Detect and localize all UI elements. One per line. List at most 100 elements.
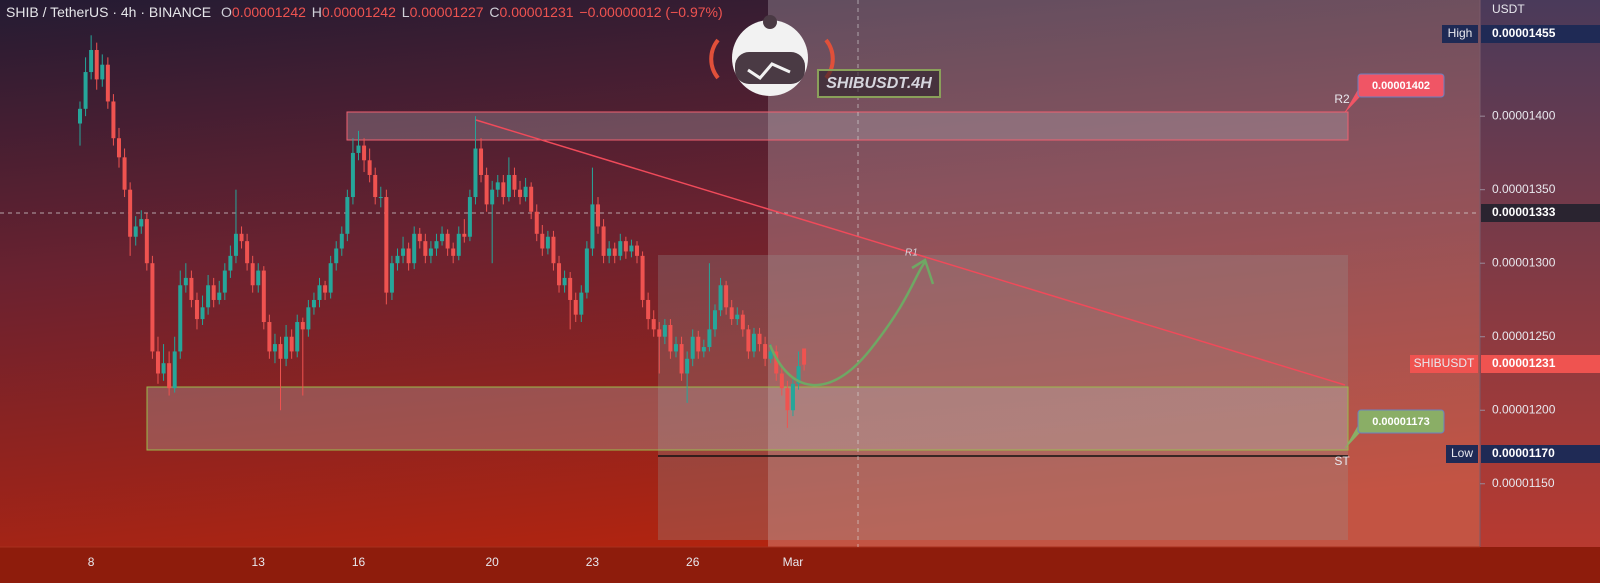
candle-body: [428, 248, 433, 256]
x-tick-label: 13: [252, 555, 266, 569]
change: −0.00000012 (−0.97%): [579, 4, 722, 20]
candle-body: [774, 351, 779, 374]
st-value: 0.00001173: [1372, 416, 1430, 428]
candle-body: [790, 383, 795, 411]
candle-body: [718, 285, 723, 311]
candle-body: [590, 204, 595, 249]
candle-body: [362, 145, 367, 161]
candle-body: [657, 329, 662, 337]
symbol-tag: [1410, 355, 1478, 373]
unit: USDT: [1492, 2, 1525, 16]
candle-body: [462, 233, 467, 237]
candle-body: [618, 241, 623, 256]
candle-body: [378, 197, 383, 199]
candle-body: [490, 189, 495, 205]
high: 0.00001242: [322, 4, 396, 20]
candle-body: [150, 263, 155, 352]
candle-body: [746, 329, 751, 352]
y-tick-label: 0.00001200: [1492, 402, 1556, 416]
candle-body: [222, 270, 227, 293]
candle-body: [245, 241, 250, 264]
low-value-box: [1481, 445, 1600, 463]
candle-body: [612, 248, 617, 256]
open: 0.00001242: [232, 4, 306, 20]
candle-body: [579, 292, 584, 315]
candle-body: [629, 245, 634, 252]
candle-body: [512, 174, 517, 190]
candle-body: [501, 182, 506, 198]
candle-body: [328, 263, 333, 293]
high-label: High: [1448, 26, 1473, 40]
low-label: Low: [1451, 446, 1473, 460]
candle-body: [267, 322, 272, 352]
candle-body: [306, 307, 311, 330]
x-tick-label: 26: [686, 555, 700, 569]
arrow-head: [911, 258, 935, 285]
candle-body: [289, 336, 294, 352]
y-axis: 0.00001150 0.00001200 0.00001250 0.00001300…: [1480, 108, 1556, 490]
candle-body: [646, 299, 651, 320]
tag-box: [817, 69, 941, 98]
candle-body: [373, 174, 378, 198]
candle-body: [261, 270, 266, 323]
candle-body: [685, 358, 690, 374]
candle-body: [83, 72, 88, 109]
high-value: 0.00001455: [1492, 26, 1556, 40]
candle-body: [323, 285, 328, 293]
candle-body: [144, 219, 149, 264]
candle-body: [256, 270, 261, 286]
candle-body: [89, 49, 94, 73]
candle-body: [250, 263, 255, 286]
candle-body: [78, 108, 82, 124]
candle-body: [484, 174, 489, 205]
candle-body: [607, 248, 612, 256]
candle-body: [506, 174, 511, 198]
candle-body: [785, 388, 790, 411]
candle-body: [172, 351, 177, 389]
candle-body: [635, 245, 639, 256]
x-tick-label: 20: [486, 555, 500, 569]
symbol: SHIB / TetherUS · 4h · BINANCE: [6, 4, 211, 20]
candle-body: [751, 333, 756, 352]
r2-label: R2: [1334, 92, 1350, 106]
candle-body: [545, 236, 550, 249]
y-tick-label: 0.00001150: [1492, 476, 1555, 490]
low-tag: [1446, 445, 1478, 463]
low: 0.00001227: [410, 4, 484, 20]
candle-body: [183, 277, 188, 286]
st-label: ST: [1334, 454, 1350, 468]
candle-body: [662, 324, 667, 337]
candle-body: [345, 197, 350, 234]
candle-body: [311, 299, 316, 308]
x-axis: 8 13 16 20 23 26 Mar: [88, 555, 803, 569]
candle-body: [334, 248, 339, 264]
candle-body: [94, 49, 99, 80]
candle-body: [467, 197, 472, 237]
r2-value: 0.00001402: [1372, 80, 1430, 92]
candle-body: [479, 148, 484, 175]
candle-body: [122, 157, 127, 190]
candle-body: [707, 329, 712, 348]
candle-body: [412, 233, 417, 264]
candle-body: [206, 285, 211, 308]
candle-body: [200, 307, 205, 320]
candle-body: [194, 299, 199, 320]
candle-body: [518, 189, 523, 198]
candle-body: [584, 248, 589, 293]
candle-body: [356, 145, 361, 153]
candle-body: [724, 285, 729, 308]
candle-body: [729, 307, 734, 320]
y-tick-label: 0.00001300: [1492, 255, 1556, 269]
high-tag: [1442, 25, 1478, 43]
candle-body: [128, 189, 133, 237]
candle-body: [802, 348, 807, 365]
y-tick-label: 0.00001400: [1492, 108, 1556, 122]
candle-body: [423, 241, 428, 256]
y-tick-label: 0.00001250: [1492, 329, 1556, 343]
projection-box: [658, 255, 1348, 540]
candle-body: [534, 211, 539, 234]
support-zone: [146, 386, 1349, 451]
close: 0.00001231: [500, 4, 574, 20]
